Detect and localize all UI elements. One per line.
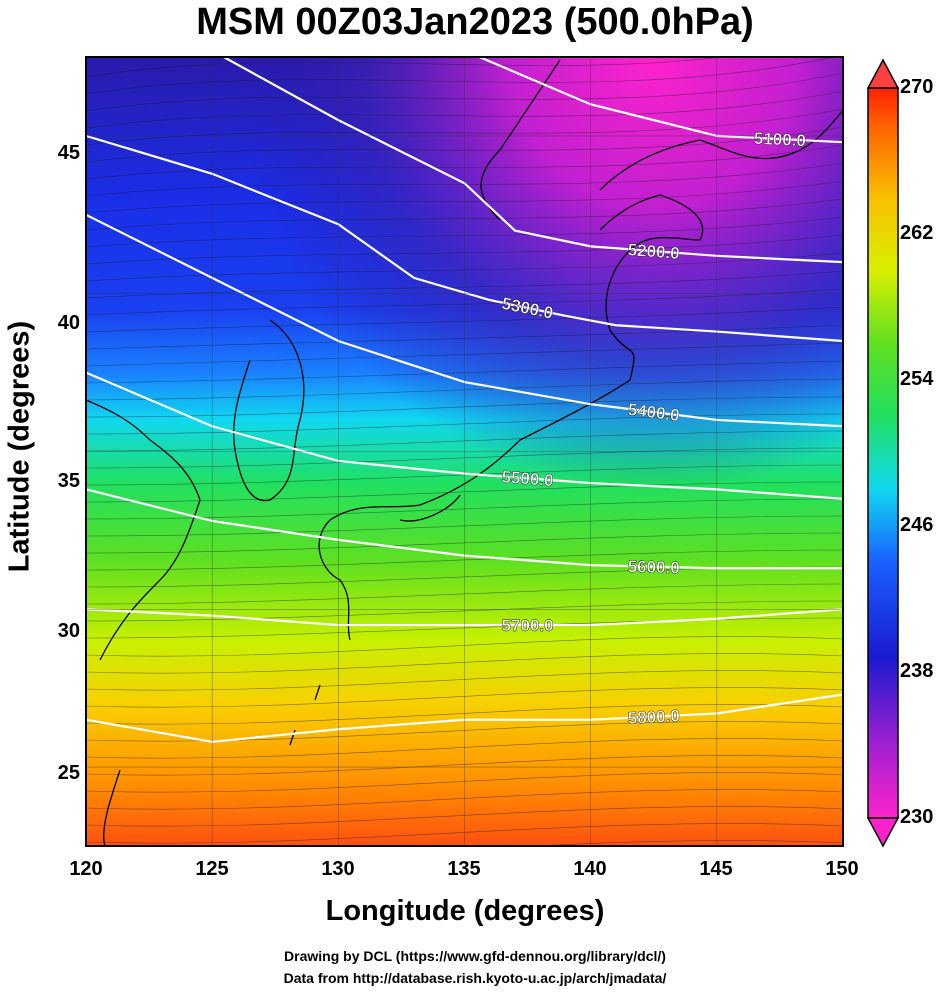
contour-label: 5500.0 bbox=[501, 467, 554, 490]
map-title: MSM 00Z03Jan2023 (500.0hPa) bbox=[196, 1, 754, 43]
wind-streamlines bbox=[86, 57, 843, 846]
streamline bbox=[86, 216, 843, 248]
x-tick-label: 135 bbox=[447, 858, 481, 880]
streamline bbox=[86, 636, 843, 657]
graticule bbox=[86, 57, 843, 846]
contour-label: 5100.0 bbox=[753, 129, 806, 151]
streamline bbox=[86, 721, 843, 742]
colorbar-tick-label: 270 bbox=[900, 76, 934, 98]
credit-data: Data from http://database.rish.kyoto-u.a… bbox=[283, 970, 667, 986]
x-tick-label: 140 bbox=[573, 858, 607, 880]
contour-label: 5200.0 bbox=[627, 240, 680, 263]
contour-label: 5600.0 bbox=[628, 557, 680, 577]
streamline bbox=[86, 532, 843, 554]
contour-line bbox=[476, 57, 843, 144]
streamline bbox=[86, 126, 843, 163]
colorbar-tick-label: 246 bbox=[900, 514, 934, 536]
streamline bbox=[86, 738, 843, 759]
streamline bbox=[86, 704, 843, 725]
streamline bbox=[86, 670, 843, 691]
x-tick-label: 125 bbox=[195, 858, 229, 880]
streamline bbox=[86, 755, 843, 776]
contour-line bbox=[86, 134, 843, 343]
x-tick-label: 130 bbox=[321, 858, 355, 880]
streamline bbox=[86, 481, 843, 503]
streamline bbox=[86, 600, 843, 622]
streamline bbox=[86, 108, 843, 146]
streamline bbox=[86, 90, 843, 129]
streamline bbox=[86, 234, 843, 265]
y-tick-label: 25 bbox=[57, 762, 80, 784]
streamline bbox=[86, 498, 843, 520]
streamline bbox=[86, 653, 843, 674]
streamline bbox=[86, 378, 843, 401]
streamline bbox=[86, 549, 843, 571]
streamline bbox=[86, 430, 843, 452]
streamline bbox=[86, 515, 843, 537]
streamline bbox=[86, 306, 843, 333]
streamline bbox=[86, 252, 843, 282]
y-tick-label: 30 bbox=[57, 620, 80, 642]
streamline bbox=[86, 396, 843, 418]
contour-label: 5800.0 bbox=[627, 706, 680, 728]
x-tick-label: 150 bbox=[825, 858, 859, 880]
streamline bbox=[86, 806, 843, 827]
colorbar-max-arrow bbox=[866, 58, 900, 89]
colorbar-tick-label: 230 bbox=[900, 806, 934, 828]
colorbar-min-arrow bbox=[866, 817, 900, 848]
colorbar-tick-label: 262 bbox=[900, 222, 934, 244]
streamline bbox=[86, 583, 843, 605]
streamline bbox=[86, 57, 835, 95]
streamline bbox=[86, 772, 843, 793]
colorbar-tick-label: 238 bbox=[900, 660, 934, 682]
streamline bbox=[86, 823, 843, 844]
streamline bbox=[86, 144, 843, 180]
colorbar-tick-label: 254 bbox=[900, 368, 934, 390]
streamline bbox=[86, 198, 843, 231]
x-tick-label: 120 bbox=[69, 858, 103, 880]
y-tick-label: 40 bbox=[57, 312, 80, 334]
colorbar bbox=[866, 58, 900, 848]
streamline bbox=[86, 270, 843, 299]
y-axis-label: Latitude (degrees) bbox=[3, 320, 36, 573]
streamline bbox=[86, 789, 843, 810]
streamline bbox=[86, 162, 843, 197]
streamline bbox=[86, 617, 843, 639]
x-tick-label: 145 bbox=[699, 858, 733, 880]
streamline bbox=[86, 447, 843, 469]
streamline bbox=[86, 180, 843, 214]
streamline bbox=[86, 413, 843, 435]
plot-frame bbox=[85, 56, 844, 847]
credit-drawing: Drawing by DCL (https://www.gfd-dennou.o… bbox=[284, 948, 666, 964]
streamline bbox=[86, 687, 843, 708]
y-tick-label: 45 bbox=[57, 142, 80, 164]
streamline bbox=[86, 360, 843, 384]
x-axis-label: Longitude (degrees) bbox=[325, 895, 605, 927]
streamline bbox=[86, 57, 727, 78]
streamline bbox=[86, 72, 843, 112]
streamline bbox=[86, 324, 843, 350]
streamline bbox=[86, 288, 843, 316]
streamline bbox=[526, 840, 843, 846]
coastlines bbox=[86, 59, 843, 846]
contour-label: 5700.0 bbox=[502, 616, 554, 635]
y-tick-label: 35 bbox=[57, 470, 80, 492]
